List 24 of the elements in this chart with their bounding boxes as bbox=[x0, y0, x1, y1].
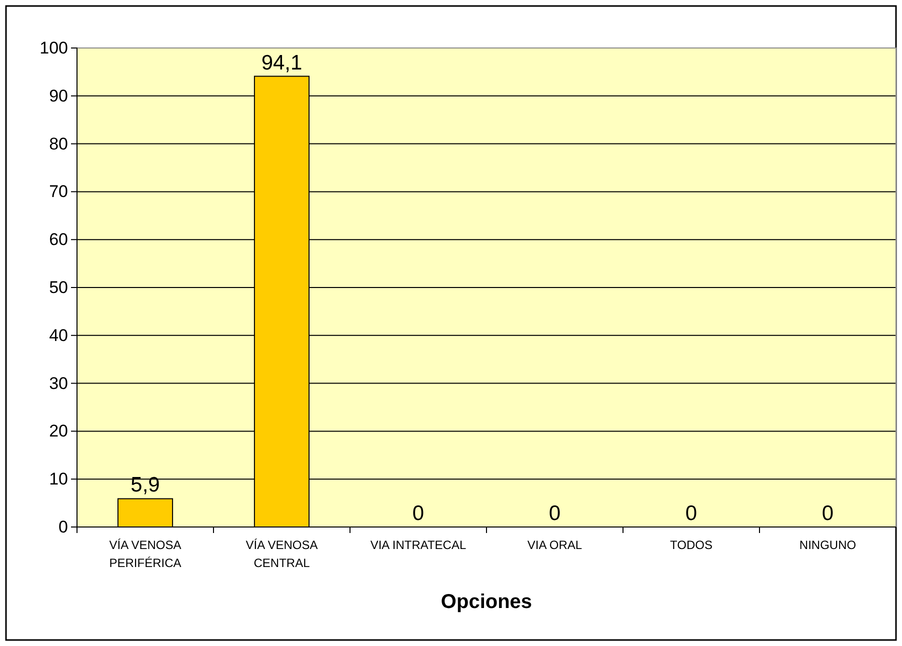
x-tick-label: TODOS bbox=[670, 538, 712, 552]
data-label: 0 bbox=[412, 502, 424, 525]
y-tick-label: 60 bbox=[49, 230, 68, 250]
x-tick-label: VIA ORAL bbox=[527, 538, 582, 552]
y-tick-label: 50 bbox=[49, 278, 68, 297]
y-tick-label: 70 bbox=[49, 182, 68, 202]
x-axis-title: Opciones bbox=[440, 591, 532, 613]
y-tick-label: 10 bbox=[49, 470, 68, 489]
data-label: 5,9 bbox=[130, 474, 160, 497]
data-label: 94,1 bbox=[261, 51, 302, 74]
x-tick-label: VÍA VENOSA PERIFÉRICA bbox=[109, 538, 182, 570]
data-label: 0 bbox=[548, 502, 561, 525]
y-tick-label: 80 bbox=[49, 134, 68, 154]
x-tick-label: VIA INTRATECAL bbox=[370, 538, 466, 552]
x-tick-label: NINGUNO bbox=[799, 538, 856, 552]
y-tick-label: 30 bbox=[49, 374, 68, 393]
data-label: 0 bbox=[685, 502, 698, 525]
data-label: 0 bbox=[822, 502, 834, 525]
y-tick-label: 20 bbox=[49, 422, 68, 441]
x-tick-label: VÍA VENOSA CENTRAL bbox=[246, 538, 318, 570]
y-tick-label: 100 bbox=[40, 38, 68, 58]
y-tick-label: 40 bbox=[49, 326, 68, 345]
y-tick-label: 90 bbox=[49, 86, 68, 106]
y-tick-label: 0 bbox=[58, 517, 68, 536]
